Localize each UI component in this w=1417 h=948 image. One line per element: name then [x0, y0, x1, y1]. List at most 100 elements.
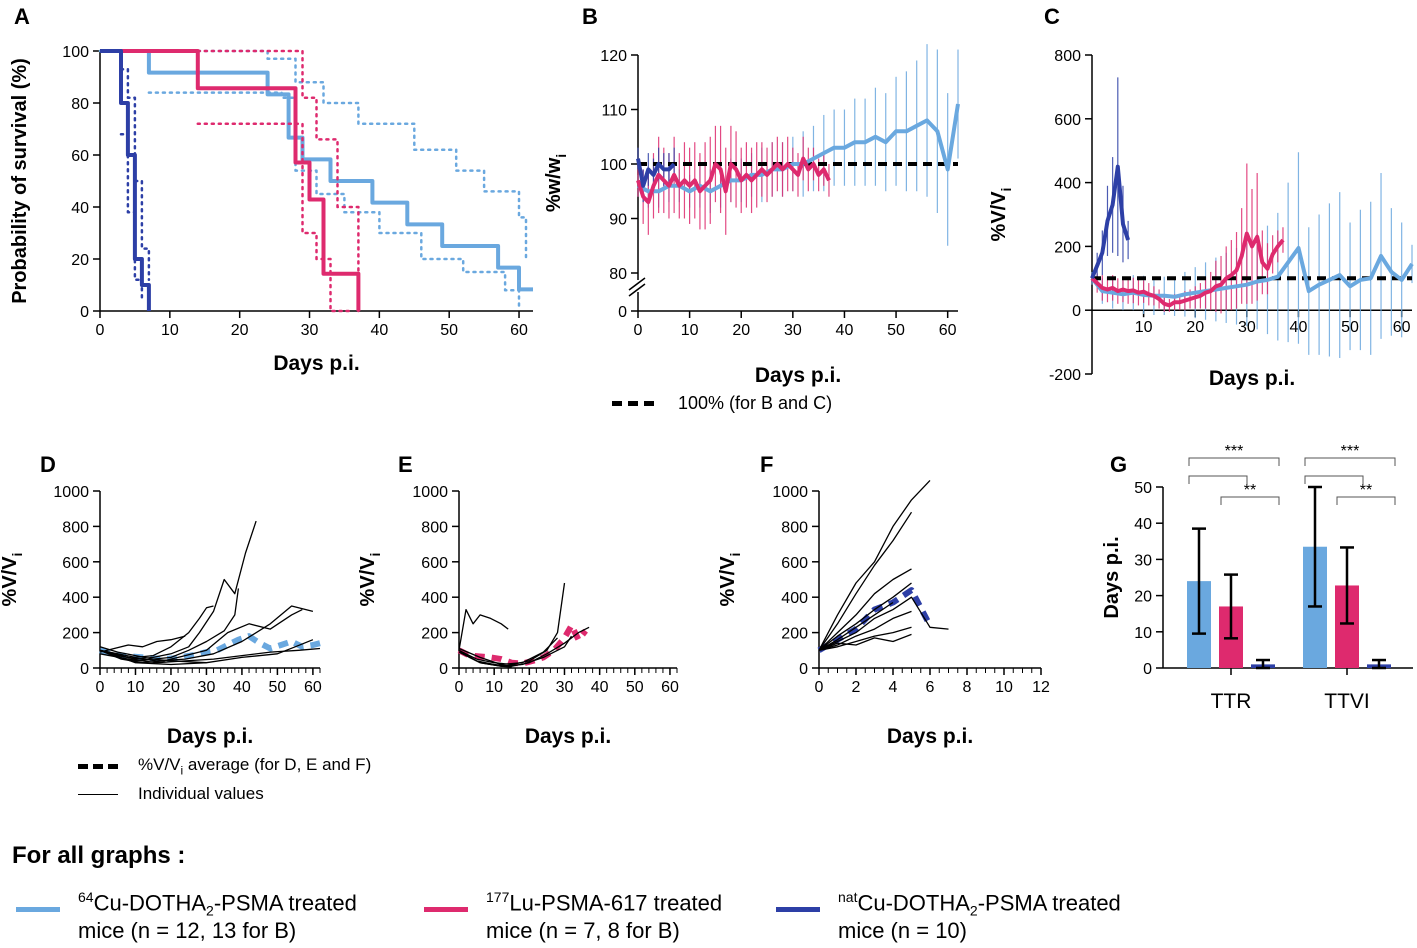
y-axis-label: %V/Vi: [0, 553, 25, 607]
series-line-individual: [99, 647, 321, 664]
x-tick-label: 0: [96, 322, 105, 339]
y-axis-label-main: %w/w: [543, 157, 565, 212]
x-tick-label: 50: [440, 322, 458, 339]
series-line-individual: [99, 605, 214, 659]
series-line-individual: [818, 479, 931, 651]
x-tick-label: 0: [815, 679, 824, 696]
x-tick-label: 40: [591, 679, 609, 696]
series-line-cu64: [1090, 246, 1414, 299]
legend-average-post: average (for D, E and F): [183, 755, 372, 774]
y-tick-label: 80: [71, 96, 89, 113]
y-tick-label: 110: [601, 103, 627, 120]
panel-label: G: [1110, 452, 1127, 477]
legend-average-pre: %V/V: [138, 755, 181, 774]
panel-label: C: [1044, 4, 1060, 29]
x-tick-label: 10: [161, 322, 179, 339]
x-tick-label: 12: [1032, 679, 1050, 696]
legend-natcu: natCu-DOTHA2-PSMA treated mice (n = 10): [776, 880, 1196, 944]
y-axis-label: Probability of survival (%): [9, 58, 31, 304]
y-tick-label: 40: [71, 200, 89, 217]
series-line-natcu: [119, 132, 144, 302]
y-tick-label: 800: [421, 519, 448, 536]
significance-label: ***: [1225, 443, 1244, 460]
legend-average-label: %V/Vi average (for D, E and F): [138, 755, 371, 777]
series-line-lu177: [100, 49, 361, 311]
x-tick-label: 20: [162, 679, 180, 696]
y-tick-label: 20: [71, 252, 89, 269]
legend-natcu-swatch: [776, 907, 820, 912]
y-tick-label: 200: [62, 626, 89, 643]
y-tick-label: 0: [799, 661, 808, 678]
legend-individual-swatch: [78, 794, 118, 795]
x-tick-label: 10: [995, 679, 1013, 696]
y-tick-label: 400: [421, 590, 448, 607]
y-tick-label: 600: [1054, 112, 1081, 129]
x-tick-label: 20: [520, 679, 538, 696]
x-axis-label: Days p.i.: [273, 352, 359, 375]
y-tick-label: 100: [600, 157, 627, 174]
y-tick-label: 0: [618, 304, 627, 321]
legend-cu64-swatch: [16, 907, 60, 912]
y-tick-label: 80: [609, 266, 627, 283]
y-tick-label: 0: [80, 304, 89, 321]
legend-cu64-pre: Cu-DOTHA: [93, 890, 207, 916]
series-line-individual: [99, 609, 303, 664]
significance-label: ***: [1341, 443, 1360, 460]
y-tick-label: 60: [71, 148, 89, 165]
series-line-individual: [458, 608, 509, 651]
y-tick-label: 800: [62, 519, 89, 536]
legend-ref-swatch: [612, 401, 654, 406]
x-axis-label: Days p.i.: [1209, 367, 1295, 390]
y-tick-label: 600: [421, 555, 448, 572]
y-tick-label: 200: [1054, 239, 1081, 256]
legend-lu177-line1: 177Lu-PSMA-617 treated: [486, 880, 722, 920]
panel-label: D: [40, 452, 56, 477]
y-tick-label: 0: [1072, 303, 1081, 320]
x-tick-label: 40: [836, 322, 854, 339]
y-axis-label-sub: i: [998, 188, 1014, 192]
y-tick-label: 1000: [53, 484, 89, 501]
series-line-individual: [818, 626, 912, 651]
y-axis-label-main: %V/V: [0, 556, 21, 607]
panel-label: E: [398, 452, 413, 477]
series-line-natcu: [1090, 164, 1131, 280]
panel-label: F: [760, 452, 773, 477]
y-tick-label: 1000: [412, 484, 448, 501]
x-axis-label: Days p.i.: [887, 725, 973, 748]
x-tick-label: 50: [269, 679, 287, 696]
significance-bracket: [1304, 457, 1396, 466]
legend-individual-label: Individual values: [138, 784, 264, 803]
series-line-lu177: [1090, 231, 1285, 308]
y-tick-label: 20: [1134, 589, 1152, 606]
y-axis-label-main: %V/V: [717, 556, 739, 607]
significance-label: **: [1360, 482, 1372, 499]
series-line-lu177: [636, 156, 831, 205]
series-line-individual: [818, 511, 913, 651]
series-line-individual: [818, 596, 949, 651]
legend-cu64: 64Cu-DOTHA2-PSMA treated mice (n = 12, 1…: [16, 880, 416, 944]
axis-break-mark: [628, 277, 646, 291]
x-tick-label: 10: [485, 679, 503, 696]
series-line-natcu: [636, 158, 676, 188]
y-tick-label: 0: [80, 661, 89, 678]
series-line-lu177: [196, 122, 353, 313]
panel-label: B: [582, 4, 598, 29]
legend-natcu-post: -PSMA treated: [977, 890, 1121, 916]
axis-break-gap: [628, 280, 648, 292]
x-axis-label: Days p.i.: [525, 725, 611, 748]
series-line-natcu: [119, 67, 151, 282]
x-tick-label: 60: [510, 322, 528, 339]
series-line-cu64: [147, 91, 521, 308]
series-line-individual: [458, 635, 573, 667]
legend-cu64-sub: 2: [206, 902, 214, 919]
x-tick-label: 20: [732, 322, 750, 339]
y-axis-label: %V/Vi: [717, 553, 743, 607]
significance-bracket: [1188, 475, 1248, 484]
series-line-cu64: [637, 103, 960, 194]
legend-lu177-sup: 177: [486, 889, 510, 905]
legend-natcu-line2: mice (n = 10): [838, 918, 967, 943]
panel-a: A 0 10 20 30 40 50 60 0 20 40 60 80 100 Days p.i. Proba…: [9, 4, 533, 375]
x-tick-label: 10: [1135, 319, 1153, 336]
y-tick-label: 30: [1134, 552, 1152, 569]
